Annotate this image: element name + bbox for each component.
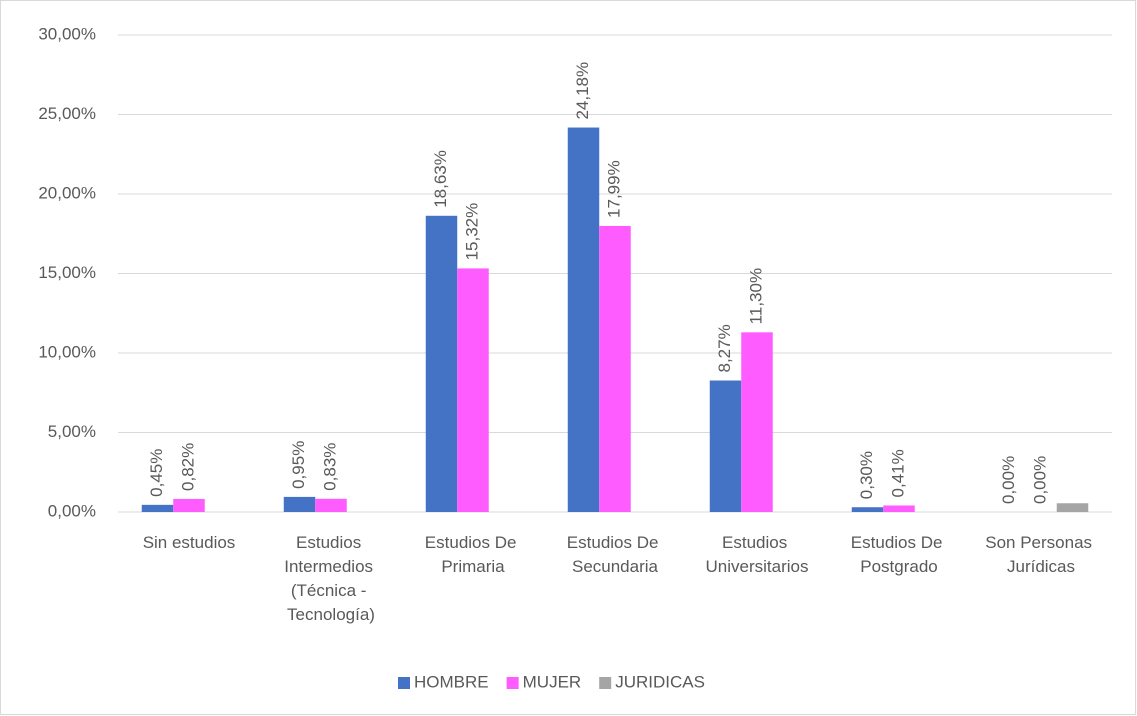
bar	[709, 380, 742, 512]
bar	[883, 505, 915, 512]
data-label: 11,30%	[746, 268, 765, 324]
legend-swatch	[599, 677, 612, 689]
legend-swatch	[506, 677, 519, 689]
bar	[567, 127, 600, 513]
x-tick-label: Sin estudios	[143, 533, 236, 552]
bar	[173, 498, 205, 512]
y-tick-label: 25,00%	[38, 104, 96, 123]
bar	[599, 225, 631, 513]
bar	[141, 504, 174, 512]
bar	[283, 496, 316, 512]
data-label: 0,30%	[857, 451, 876, 499]
y-tick-label: 30,00%	[38, 24, 96, 43]
data-label: 8,27%	[715, 324, 734, 372]
data-label: 24,18%	[573, 62, 592, 120]
bar	[315, 498, 347, 512]
x-tick-label: Son Personas Jurídicas	[985, 533, 1097, 576]
data-label: 17,99%	[604, 160, 623, 218]
data-label: 15,32%	[462, 203, 481, 261]
legend-swatch	[398, 677, 410, 689]
data-label: 0,83%	[320, 443, 339, 491]
y-tick-label: 20,00%	[38, 183, 96, 202]
x-tick-label: Estudios De Primaria	[425, 533, 521, 576]
data-label: 0,82%	[178, 443, 197, 491]
data-label: 0,00%	[1030, 456, 1049, 504]
legend-label: JURIDICAS	[615, 672, 705, 691]
x-tick-label: Estudios Intermedios (Técnica - Tecnolog…	[284, 533, 378, 624]
data-label: 18,63%	[431, 150, 450, 208]
bar	[741, 332, 773, 512]
data-label: 0,41%	[888, 449, 907, 497]
y-tick-label: 15,00%	[38, 263, 96, 282]
x-tick-label: Estudios De Secundaria	[567, 533, 663, 576]
x-tick-label: Estudios De Postgrado	[851, 533, 947, 576]
legend-label: MUJER	[523, 672, 582, 691]
bar	[425, 215, 458, 512]
bar	[1056, 503, 1089, 512]
data-label: 0,95%	[289, 441, 308, 489]
bar	[457, 268, 489, 512]
y-tick-label: 10,00%	[38, 342, 96, 361]
y-tick-label: 0,00%	[48, 501, 96, 520]
legend-label: HOMBRE	[414, 672, 489, 691]
data-label: 0,00%	[999, 456, 1018, 504]
bar	[851, 507, 884, 512]
x-tick-label: Estudios Universitarios	[706, 533, 809, 576]
y-tick-label: 5,00%	[48, 422, 96, 441]
data-label: 0,45%	[147, 449, 166, 497]
